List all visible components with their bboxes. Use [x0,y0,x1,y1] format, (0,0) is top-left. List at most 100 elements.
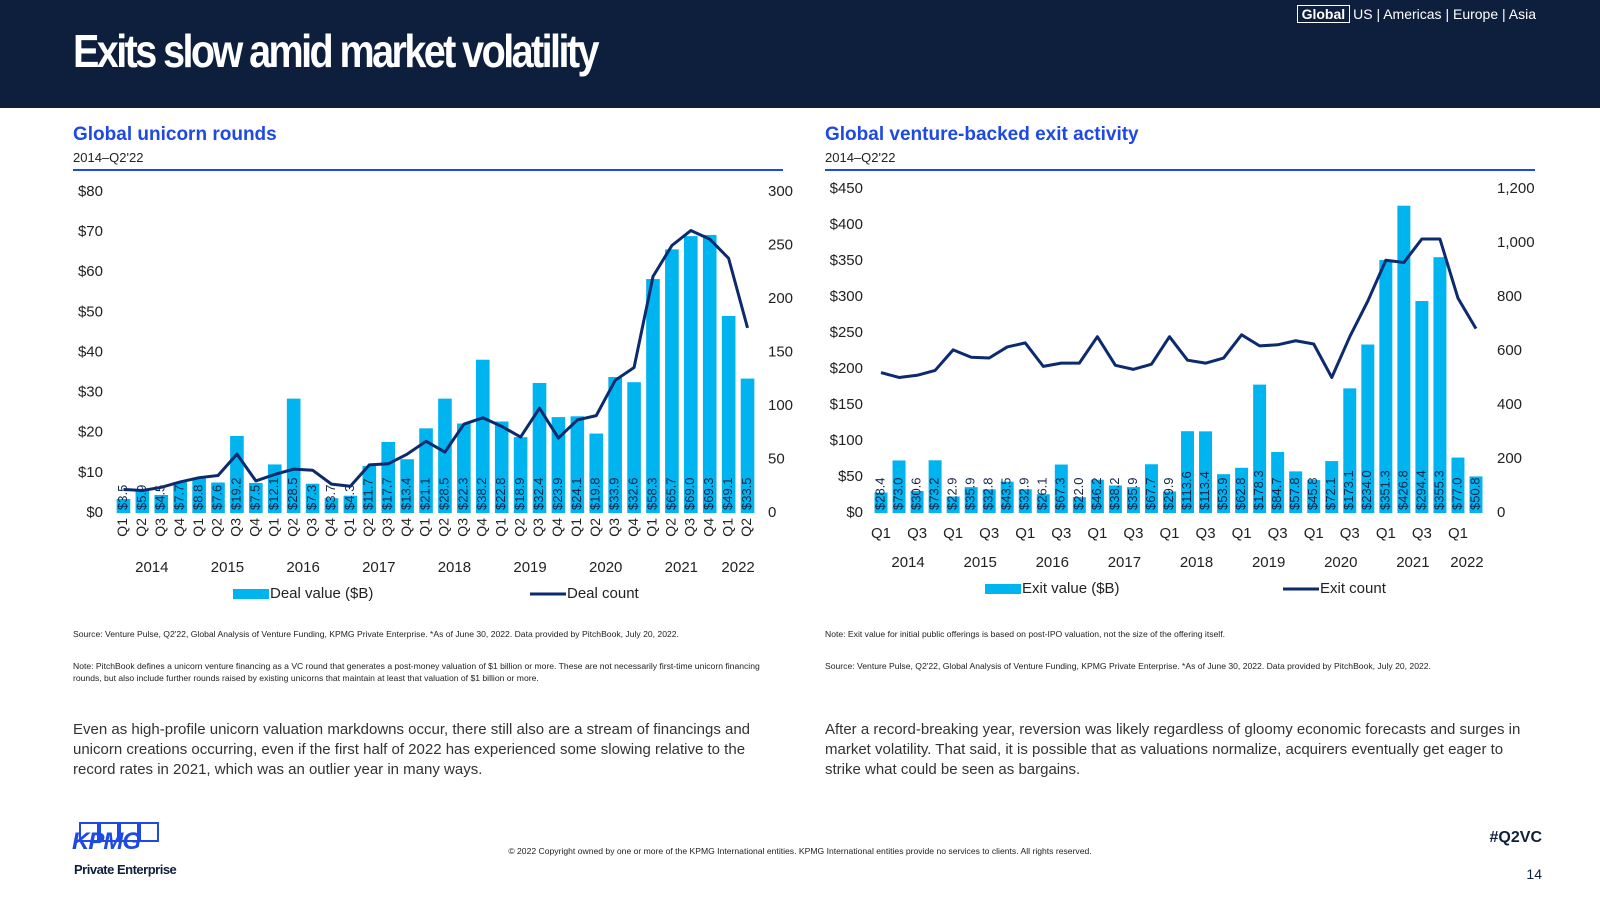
bar [1289,471,1303,513]
bar [982,489,996,513]
bar [494,421,509,513]
x-group-label: 2022 [721,559,754,576]
y-tick-label: $100 [830,432,863,449]
y-tick-label: $450 [830,180,863,197]
y-tick-label: $20 [78,424,103,441]
data-label: $24.1 [569,477,584,510]
y-tick-label: 200 [1497,450,1522,467]
legend-label: Exit value ($B) [1022,580,1120,597]
data-label: $72.1 [1323,477,1338,510]
x-tick-label: Q4 [398,518,414,537]
x-tick-label: Q2 [436,518,452,537]
data-label: $69.3 [701,477,716,510]
x-tick-label: Q4 [625,518,641,537]
hashtag: #Q2VC [1489,829,1542,846]
x-group-label: 2018 [438,559,471,576]
source-note: Source: Venture Pulse, Q2'22, Global Ana… [73,629,679,639]
data-label: $32.8 [981,477,996,510]
copyright: © 2022 Copyright owned by one or more of… [508,846,1092,856]
y-tick-label: 50 [768,450,785,467]
x-tick-label: Q4 [700,518,716,537]
data-label: $58.3 [644,477,659,510]
data-label: $19.8 [588,477,603,510]
data-label: $7.6 [209,485,224,510]
data-label: $294.4 [1413,470,1428,510]
x-tick-label: Q1 [719,518,735,537]
page-title: Exits slow amid market volatility [73,25,599,77]
x-tick-label: Q3 [1051,525,1071,542]
y-tick-label: $350 [830,252,863,269]
bar [1361,344,1375,513]
data-label: $73.0 [890,477,905,510]
y-tick-label: $80 [78,183,103,200]
x-tick-label: Q2 [209,518,225,537]
line [880,237,1478,379]
bar [928,460,942,513]
nav-active[interactable]: Global [1296,5,1351,23]
data-label: $13.4 [399,477,414,510]
x-group-label: 2017 [362,559,395,576]
y-tick-label: 150 [768,343,793,360]
y-tick-label: $60 [78,263,103,280]
bar [1144,464,1158,513]
bar [173,482,187,513]
x-tick-label: Q1 [568,518,584,537]
x-tick-label: Q3 [1268,525,1288,542]
x-tick-label: Q3 [303,518,319,537]
data-label: $355.3 [1431,470,1446,510]
data-label: $113.6 [1179,471,1194,510]
x-group-label: 2015 [211,559,244,576]
bar [249,482,263,513]
x-tick-label: Q2 [360,518,376,537]
x-tick-label: Q3 [1340,525,1360,542]
x-tick-label: Q1 [1015,525,1035,542]
bar [1343,388,1357,513]
data-label: $11.7 [361,478,376,510]
x-tick-label: Q3 [907,525,927,542]
bar [192,477,206,513]
x-group-label: 2014 [135,559,168,576]
data-label: $67.7 [1143,477,1158,510]
data-label: $69.0 [682,477,697,510]
x-tick-label: Q1 [943,525,963,542]
data-label: $22.9 [945,477,960,510]
data-label: $28.5 [285,477,300,510]
bar [740,378,755,513]
data-label: $35.9 [963,477,978,510]
bar [305,483,320,513]
title-rule [73,169,783,171]
bar [400,459,414,513]
x-tick-label: Q4 [473,518,489,537]
y-tick-label: 600 [1497,342,1522,359]
data-label: $62.8 [1233,477,1248,510]
x-tick-label: Q2 [738,518,754,537]
bar [381,441,396,513]
x-tick-label: Q3 [228,518,244,537]
y-tick-label: $30 [78,384,103,401]
x-tick-label: Q2 [587,518,603,537]
y-tick-label: $10 [78,464,103,481]
data-label: $351.3 [1377,470,1392,510]
legend-label: Exit count [1320,580,1387,597]
bar [1307,480,1321,513]
bar [608,376,622,513]
data-label: $173.1 [1341,470,1356,510]
data-label: $28.5 [436,477,451,510]
x-tick-label: Q1 [341,518,357,537]
nav-links[interactable]: US | Americas | Europe | Asia [1353,6,1536,22]
chart-subtitle: 2014–Q2'22 [73,150,144,165]
x-tick-label: Q4 [171,518,187,537]
legend-swatch [985,584,1021,594]
data-label: $32.6 [626,477,641,510]
commentary: After a record-breaking year, reversion … [825,721,1521,778]
bar [1199,431,1213,513]
bar [589,433,604,513]
y-tick-label: $50 [838,468,863,485]
y-tick-label: 0 [1497,504,1505,521]
x-group-label: 2019 [1252,554,1285,571]
region-nav: Global US | Americas | Europe | Asia [1296,5,1536,23]
definition-note: Note: PitchBook defines a unicorn ventur… [73,661,760,683]
x-tick-label: Q3 [606,518,622,537]
x-tick-label: Q4 [549,518,565,537]
data-label: $45.8 [1305,477,1320,510]
